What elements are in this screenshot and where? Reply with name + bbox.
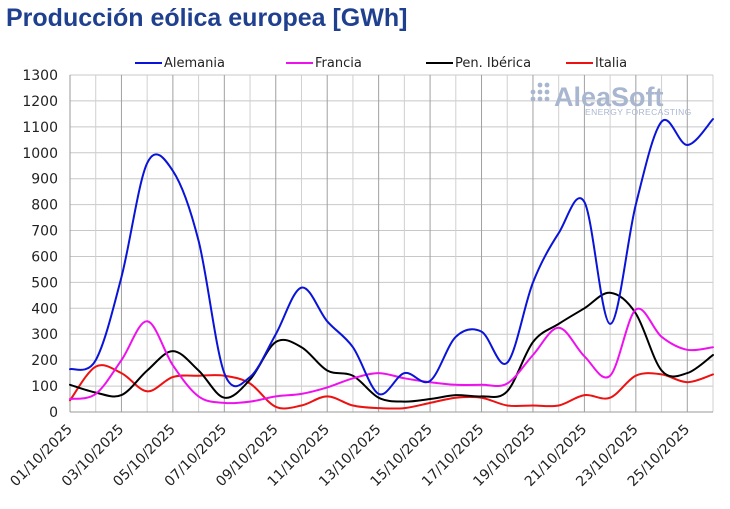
y-tick-label: 800 — [31, 198, 58, 214]
y-tick-label: 1200 — [22, 94, 58, 110]
chart-title: Producción eólica europea [GWh] — [6, 4, 408, 32]
y-tick-label: 600 — [31, 249, 58, 265]
y-tick-label: 1300 — [22, 68, 58, 84]
watermark-tagline: ENERGY FORECASTING — [585, 107, 692, 117]
legend-label: Pen. Ibérica — [455, 56, 531, 71]
aleasoft-logo-icon — [530, 82, 550, 102]
series-line-1 — [69, 118, 714, 396]
legend-label: Italia — [595, 56, 627, 71]
y-tick-label: 700 — [31, 224, 58, 240]
y-tick-label: 100 — [31, 379, 58, 395]
watermark-brand: AleaSoft — [554, 82, 664, 112]
y-tick-label: 900 — [31, 172, 58, 188]
y-tick-label: 200 — [31, 353, 58, 369]
legend-label: Alemania — [164, 56, 225, 71]
y-tick-label: 400 — [31, 301, 58, 317]
y-tick-label: 1000 — [22, 146, 58, 162]
series-line-3 — [69, 291, 714, 403]
x-axis: 01/10/202503/10/202505/10/202507/10/2025… — [7, 422, 693, 490]
y-tick-label: 500 — [31, 275, 58, 291]
series-lines — [69, 118, 714, 410]
legend: Alemania Francia Pen. Ibérica Italia — [135, 56, 627, 71]
y-tick-label: 300 — [31, 327, 58, 343]
series-line-4 — [69, 364, 714, 410]
y-tick-label: 0 — [49, 405, 58, 421]
watermark: AleaSoft ENERGY FORECASTING — [530, 82, 692, 117]
y-axis: 0 100 200 300 400 500 600 700 800 900 1000 1100 1200… — [22, 68, 58, 421]
y-tick-label: 1100 — [22, 120, 58, 136]
legend-label: Francia — [315, 56, 362, 71]
series-line-2 — [69, 307, 714, 405]
